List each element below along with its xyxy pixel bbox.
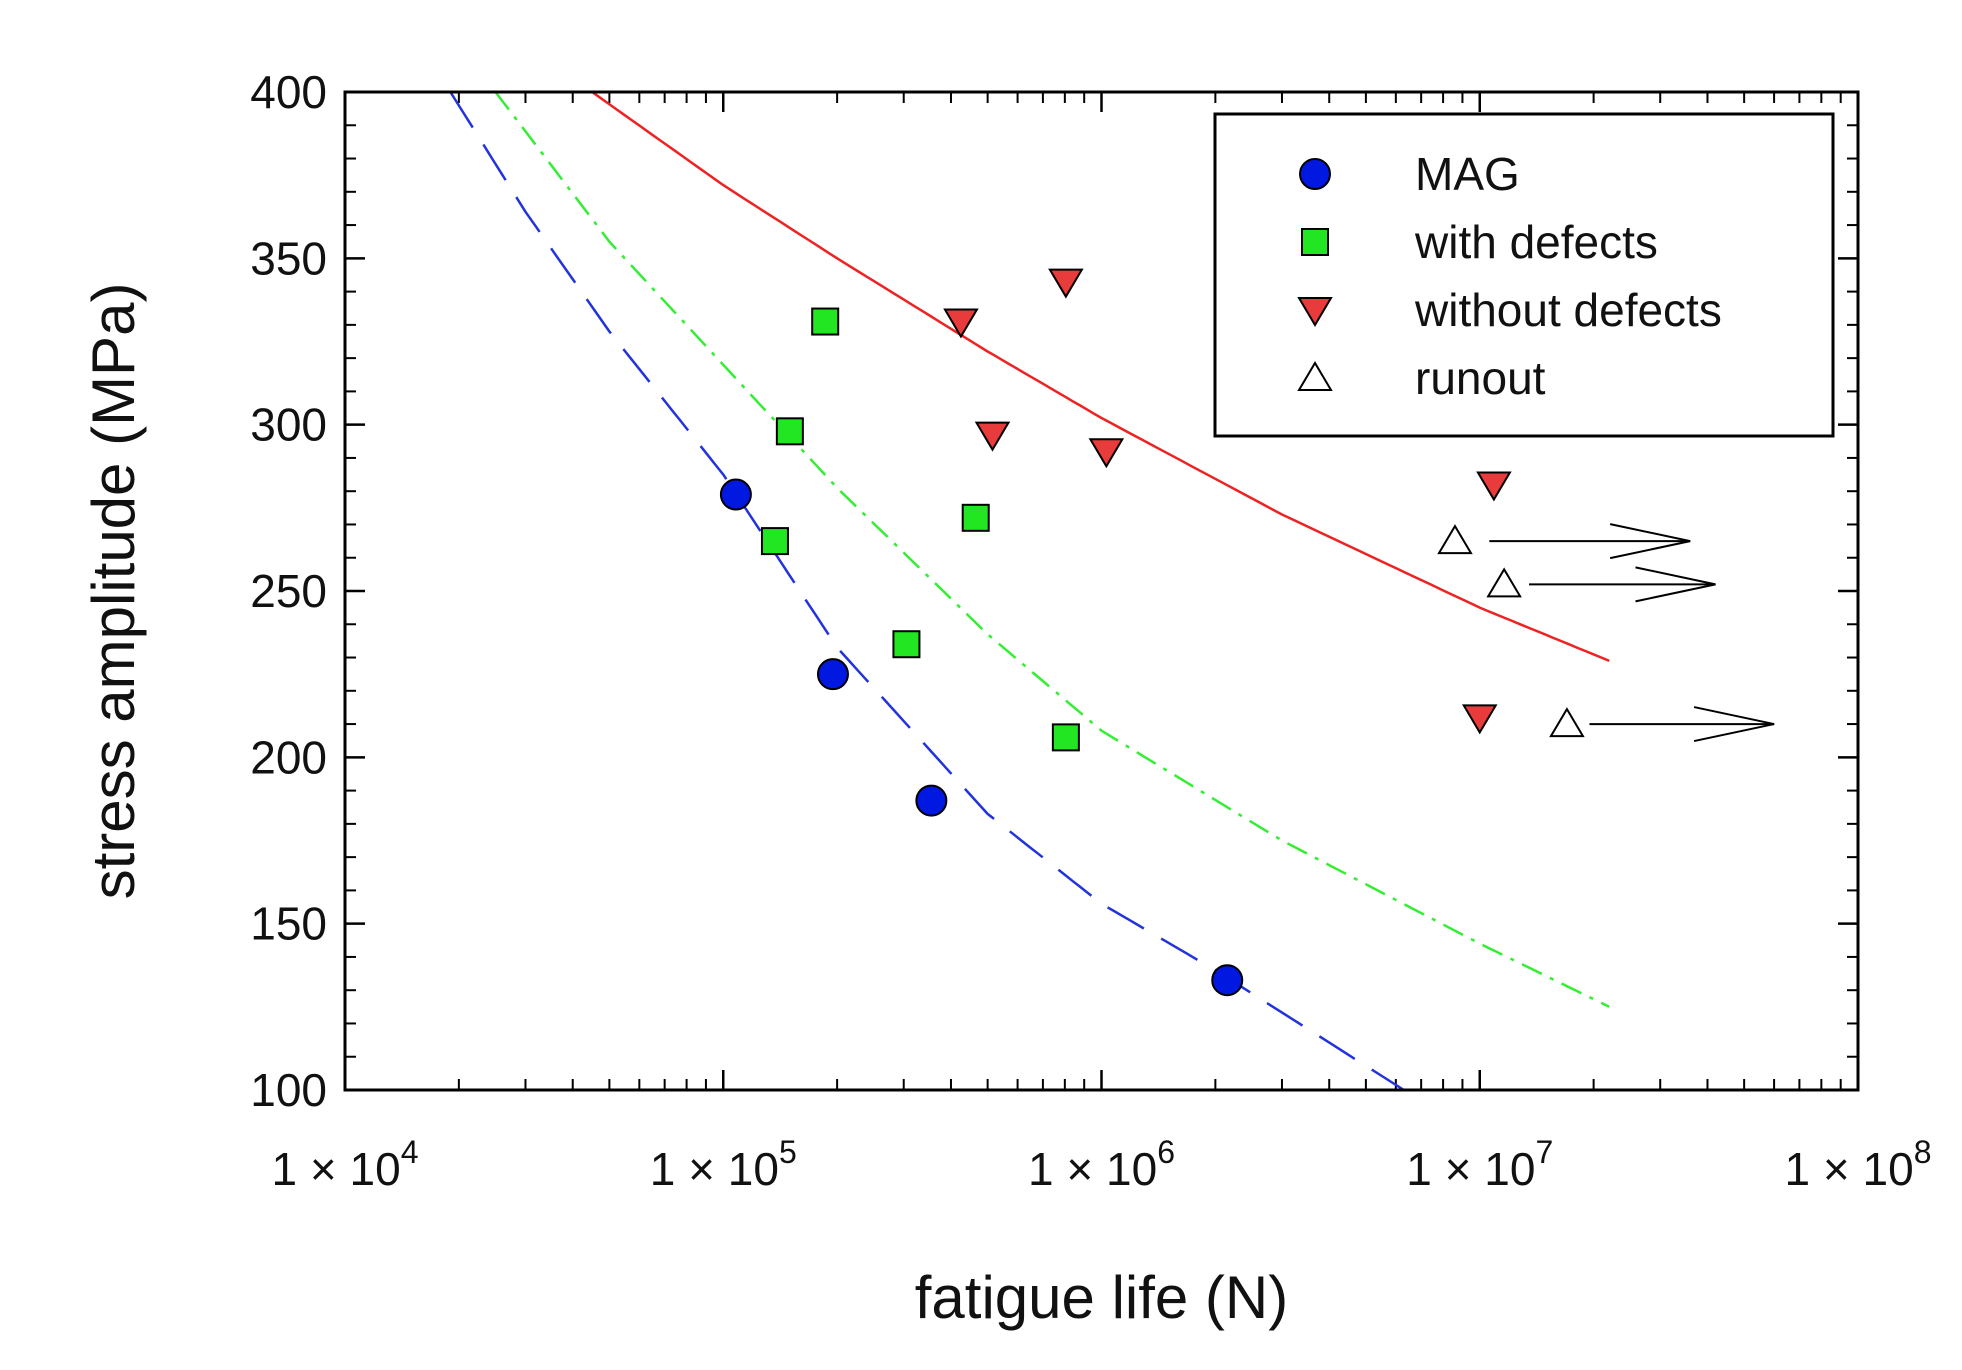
data-point-with-defects [1051,723,1080,752]
x-tick-label-base: 1 × 10 [1785,1143,1914,1195]
y-tick-label: 200 [250,731,327,783]
y-tick-label: 300 [250,399,327,451]
x-tick-label: 1 × 104 [272,1134,419,1195]
x-tick-label-base: 1 × 10 [1028,1143,1157,1195]
x-tick-label: 1 × 105 [650,1134,797,1195]
data-point-without-defects [974,421,1011,452]
data-point-without-defects [1088,438,1125,469]
data-point-without-defects [943,308,979,339]
fit-curve-line [449,91,1405,1092]
y-tick-label: 400 [250,66,327,118]
x-axis-title: fatigue life (N) [915,1264,1288,1331]
legend-marker-without-defects [1297,297,1333,327]
y-tick-label: 100 [250,1064,327,1116]
data-point-runout [1486,567,1522,598]
x-tick-label-base: 1 × 10 [272,1143,401,1195]
x-tick-label: 1 × 108 [1785,1134,1932,1195]
fit-curves-layer [449,90,1610,1092]
y-axis-title: stress amplitude (MPa) [80,283,147,900]
x-tick-label-exponent: 6 [1157,1134,1175,1170]
data-point-mag [1211,964,1244,997]
y-tick-label: 150 [250,898,327,950]
legend-label-with-defects: with defects [1414,216,1658,268]
y-tick-label: 250 [250,565,327,617]
data-points-layer [719,268,1585,997]
data-point-with-defects [775,417,804,446]
data-point-mag [915,784,948,817]
runout-arrow-head [1635,566,1716,603]
plot-frame [343,90,1860,1092]
x-tick-label-exponent: 5 [779,1134,797,1170]
x-tick-label-base: 1 × 10 [1406,1143,1535,1195]
runout-arrows-layer [1489,523,1775,743]
data-point-mag [719,478,752,511]
data-point-runout [1549,707,1585,738]
x-tick-label-base: 1 × 10 [650,1143,779,1195]
data-point-without-defects [1476,471,1512,502]
fit-curve-line [591,90,1610,663]
data-point-runout [1437,524,1473,555]
runout-arrow-head [1609,523,1691,560]
legend-marker-mag [1299,158,1331,190]
fit-curve-line [494,91,1610,1008]
y-tick-label: 350 [250,232,327,284]
data-point-with-defects [961,503,990,532]
legend-label-without-defects: without defects [1414,284,1722,336]
x-tick-label-exponent: 7 [1535,1134,1553,1170]
legend: MAG with defects without defects runout [1213,112,1835,438]
data-point-with-defects [760,527,789,556]
data-point-with-defects [811,307,840,336]
x-tick-label-exponent: 8 [1914,1134,1932,1170]
data-point-with-defects [892,630,921,659]
legend-label-mag: MAG [1415,148,1520,200]
legend-marker-with-defects [1301,228,1329,256]
legend-marker-runout [1297,361,1333,391]
data-point-without-defects [1461,704,1498,735]
x-tick-label-exponent: 4 [401,1134,419,1170]
legend-label-runout: runout [1415,352,1546,404]
data-point-without-defects [1048,268,1084,299]
x-tick-label: 1 × 106 [1028,1134,1175,1195]
x-tick-label: 1 × 107 [1406,1134,1553,1195]
data-point-mag [816,658,849,691]
runout-arrow-head [1693,706,1775,743]
